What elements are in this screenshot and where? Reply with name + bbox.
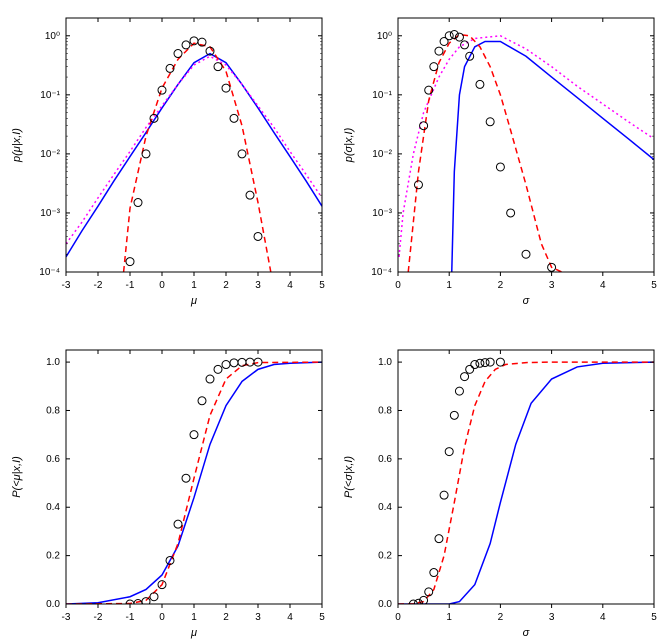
- svg-text:σ: σ: [523, 627, 530, 639]
- svg-text:0: 0: [159, 280, 165, 291]
- svg-text:1: 1: [446, 612, 452, 623]
- svg-text:P(<σ|x,I): P(<σ|x,I): [343, 456, 355, 499]
- svg-text:5: 5: [651, 612, 657, 623]
- svg-text:4: 4: [287, 612, 293, 623]
- svg-text:0.4: 0.4: [378, 502, 392, 513]
- svg-text:10⁻²: 10⁻²: [372, 149, 392, 160]
- svg-text:10⁻⁴: 10⁻⁴: [39, 267, 60, 278]
- svg-text:0.6: 0.6: [378, 454, 392, 465]
- svg-text:1.0: 1.0: [46, 357, 60, 368]
- svg-text:10⁻²: 10⁻²: [40, 149, 60, 160]
- svg-text:5: 5: [651, 280, 657, 291]
- svg-text:0.8: 0.8: [46, 405, 60, 416]
- svg-text:5: 5: [319, 612, 325, 623]
- svg-text:P(<μ|x,I): P(<μ|x,I): [11, 456, 23, 498]
- svg-text:0.0: 0.0: [46, 599, 60, 610]
- svg-text:0.2: 0.2: [46, 551, 60, 562]
- svg-text:1.0: 1.0: [378, 357, 392, 368]
- figure-container: -3 -2 -1 0 1 2 3 4 5 10⁻⁴ 10⁻³ 10⁻² 10⁻¹ 10⁰ μ p(μ|x,I)…: [0, 0, 661, 641]
- svg-text:0: 0: [395, 612, 401, 623]
- svg-text:1: 1: [446, 280, 452, 291]
- svg-text:4: 4: [287, 280, 293, 291]
- svg-text:σ: σ: [523, 295, 530, 307]
- svg-text:2: 2: [223, 612, 229, 623]
- svg-text:0.4: 0.4: [46, 502, 60, 513]
- svg-text:μ: μ: [190, 627, 197, 639]
- svg-text:0.2: 0.2: [378, 551, 392, 562]
- svg-text:3: 3: [255, 280, 261, 291]
- svg-text:0.0: 0.0: [378, 599, 392, 610]
- svg-text:10⁻¹: 10⁻¹: [40, 90, 60, 101]
- svg-text:-2: -2: [94, 612, 103, 623]
- svg-text:-2: -2: [94, 280, 103, 291]
- svg-text:10⁰: 10⁰: [45, 31, 60, 42]
- svg-text:0: 0: [395, 280, 401, 291]
- svg-text:10⁻³: 10⁻³: [372, 208, 392, 219]
- svg-text:p(σ|x,I): p(σ|x,I): [343, 127, 355, 163]
- svg-text:μ: μ: [190, 295, 197, 307]
- svg-text:10⁰: 10⁰: [377, 31, 392, 42]
- svg-text:2: 2: [498, 280, 504, 291]
- svg-text:-1: -1: [126, 280, 135, 291]
- svg-text:4: 4: [600, 280, 606, 291]
- svg-text:2: 2: [498, 612, 504, 623]
- svg-text:1: 1: [191, 612, 197, 623]
- svg-text:-1: -1: [126, 612, 135, 623]
- svg-text:5: 5: [319, 280, 325, 291]
- svg-text:4: 4: [600, 612, 606, 623]
- svg-text:2: 2: [223, 280, 229, 291]
- svg-text:0.8: 0.8: [378, 405, 392, 416]
- svg-text:-3: -3: [62, 612, 71, 623]
- svg-text:p(μ|x,I): p(μ|x,I): [11, 128, 23, 163]
- svg-text:10⁻¹: 10⁻¹: [372, 90, 392, 101]
- svg-text:3: 3: [549, 280, 555, 291]
- svg-text:10⁻³: 10⁻³: [40, 208, 60, 219]
- svg-text:3: 3: [255, 612, 261, 623]
- svg-text:1: 1: [191, 280, 197, 291]
- svg-text:10⁻⁴: 10⁻⁴: [371, 267, 392, 278]
- svg-text:-3: -3: [62, 280, 71, 291]
- figure-svg: -3 -2 -1 0 1 2 3 4 5 10⁻⁴ 10⁻³ 10⁻² 10⁻¹ 10⁰ μ p(μ|x,I)…: [0, 0, 661, 641]
- svg-text:3: 3: [549, 612, 555, 623]
- svg-text:0: 0: [159, 612, 165, 623]
- svg-text:0.6: 0.6: [46, 454, 60, 465]
